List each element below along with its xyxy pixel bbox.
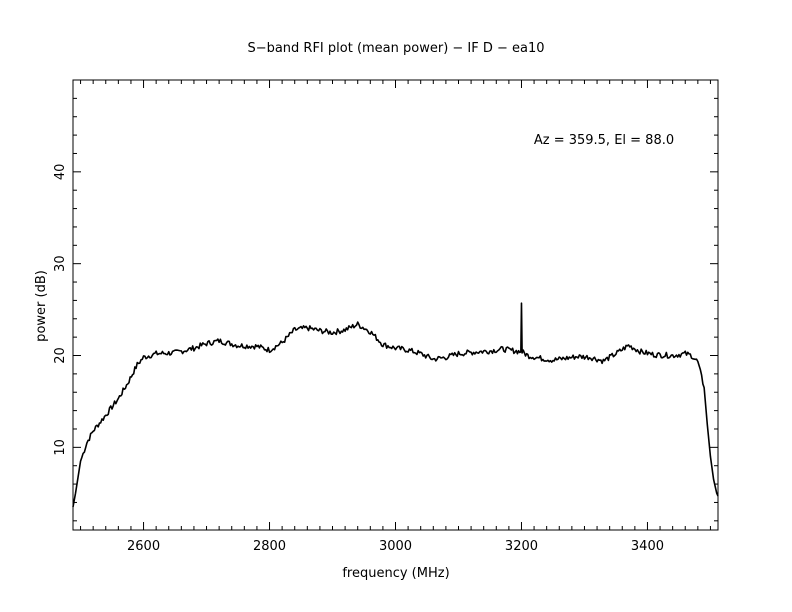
y-tick-label: 30 [53, 255, 68, 272]
x-tick-label: 3000 [379, 539, 412, 554]
power-series-line [72, 302, 719, 508]
y-tick-label: 20 [53, 347, 68, 364]
axis-tick-labels: 2600 2800 3000 3200 3400 10 20 30 40 [53, 164, 664, 554]
x-tick-label: 3200 [505, 539, 538, 554]
x-tick-label: 2800 [253, 539, 286, 554]
y-axis-label: power (dB) [34, 270, 49, 342]
y-tick-label: 40 [53, 164, 68, 181]
x-axis-label: frequency (MHz) [342, 566, 449, 581]
chart-title: S−band RFI plot (mean power) − IF D − ea… [247, 41, 544, 56]
x-tick-label: 2600 [127, 539, 160, 554]
axis-ticks [73, 79, 718, 530]
x-tick-label: 3400 [631, 539, 664, 554]
y-tick-label: 10 [53, 439, 68, 456]
chart-annotation: Az = 359.5, El = 88.0 [534, 133, 674, 148]
